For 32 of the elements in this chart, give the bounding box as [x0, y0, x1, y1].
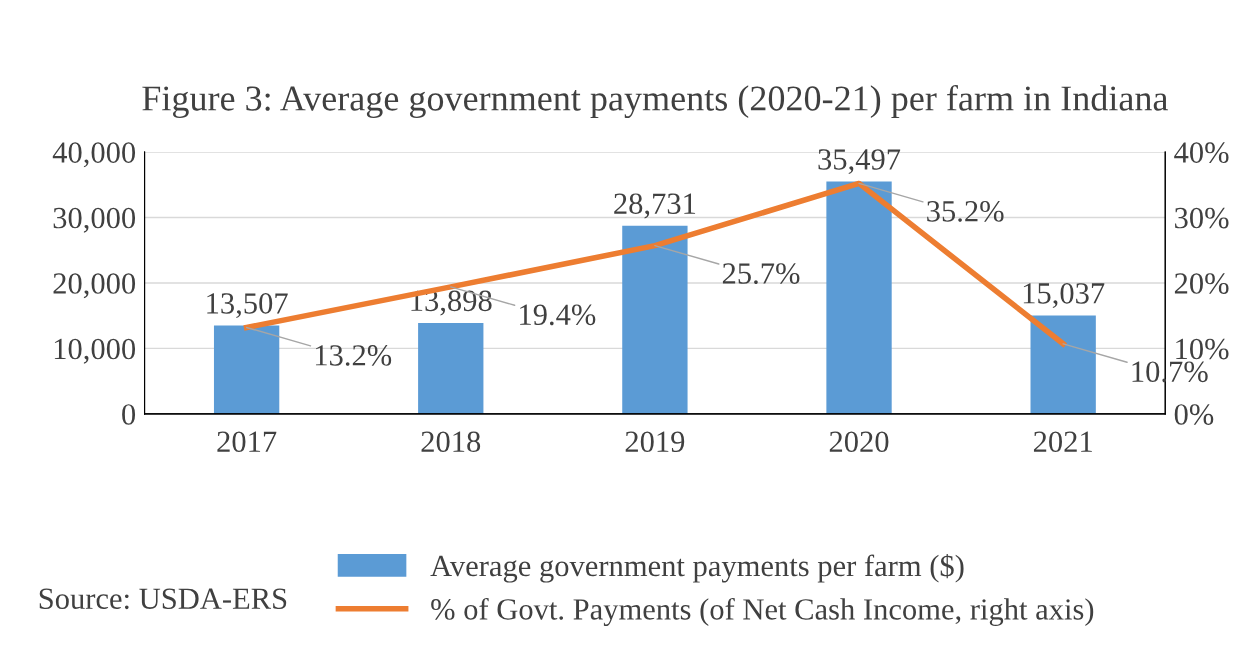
y2-tick-label: 10%: [1176, 338, 1229, 360]
bar: [418, 322, 484, 414]
legend-label: Average government payments per farm ($): [430, 553, 964, 583]
data-label: 25.7%: [722, 263, 800, 284]
x-tick-label: 2019: [625, 431, 685, 453]
chart-title: Figure 3: Average government payments (2020-21) per farm in Indiana: [142, 84, 1168, 119]
data-label: 35.2%: [927, 201, 1004, 222]
y2-tick-label: 40%: [1174, 142, 1229, 163]
data-label: 13.2%: [315, 345, 392, 366]
bar: [213, 325, 280, 414]
y-tick-label: 0: [122, 404, 136, 425]
y-tick-label: 30,000: [53, 207, 136, 233]
y-tick-label: 10,000: [54, 338, 136, 364]
x-tick-label: 2020: [829, 431, 889, 453]
legend-label: % of Govt. Payments (of Net Cash Income, right axis): [431, 597, 1094, 626]
source-note: Source: USDA-ERS: [39, 588, 287, 610]
x-tick-label: 2021: [1033, 431, 1092, 453]
data-label: 35,497: [818, 149, 901, 175]
data-label: 19.4%: [520, 304, 596, 326]
bar: [826, 181, 892, 414]
data-label: 15,037: [1023, 283, 1105, 309]
x-tick-label: 2017: [217, 431, 277, 453]
y2-tick-label: 0%: [1174, 404, 1214, 425]
y2-tick-label: 20%: [1174, 273, 1229, 294]
bar: [1030, 315, 1096, 414]
y-tick-label: 20,000: [53, 273, 136, 299]
y-tick-label: 40,000: [52, 142, 136, 168]
y2-tick-label: 30%: [1175, 207, 1229, 229]
data-label: 13,507: [207, 293, 288, 319]
bar: [622, 225, 688, 414]
data-label: 28,731: [614, 193, 696, 219]
x-tick-label: 2018: [421, 431, 481, 453]
